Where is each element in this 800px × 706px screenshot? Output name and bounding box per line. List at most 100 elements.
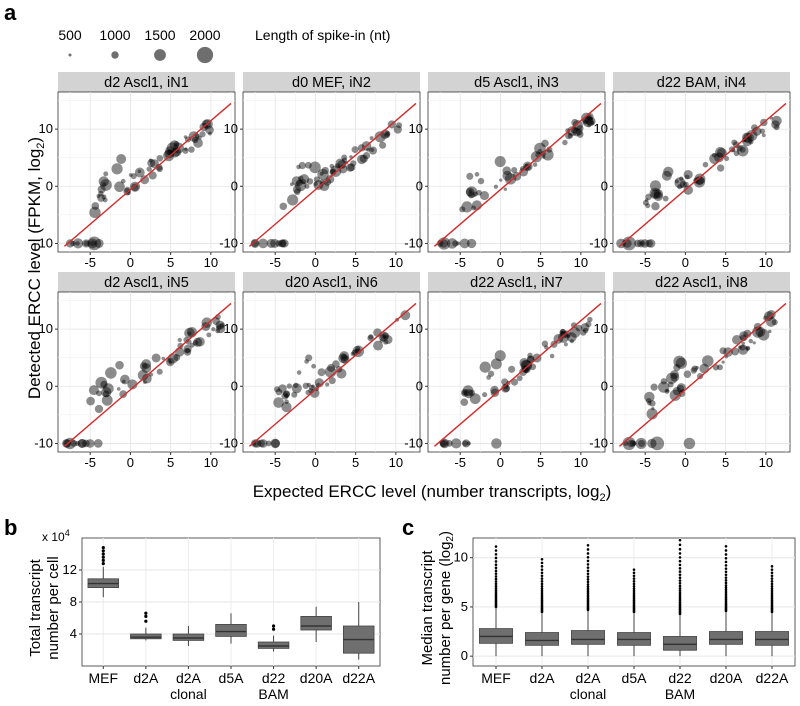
outlier-point	[494, 569, 498, 573]
scatter-point	[101, 386, 112, 398]
outlier-point	[724, 570, 728, 574]
scatter-point	[541, 139, 549, 148]
outlier-point	[770, 571, 774, 575]
category-label: d2A	[530, 670, 556, 686]
scatter-point	[265, 440, 272, 447]
scatter-point	[103, 383, 114, 394]
facet-title: d2 Ascl1, iN5	[104, 275, 189, 291]
category-label: d2A	[133, 670, 159, 686]
scatter-point	[313, 181, 318, 187]
panel-a-x-axis-label: Expected ERCC level (number transcripts,…	[253, 482, 612, 504]
outlier-point	[770, 582, 774, 586]
scatter-point	[384, 130, 391, 137]
scatter-point	[121, 379, 126, 384]
box	[257, 641, 290, 649]
scatter-point	[711, 152, 717, 158]
scatter-point	[379, 338, 384, 343]
outlier-point	[540, 587, 544, 590]
y-tick-label: 10	[224, 321, 238, 336]
y-tick-label: 0	[46, 378, 53, 393]
scatter-point	[357, 144, 366, 152]
outlier-point	[678, 552, 682, 555]
scatter-point	[647, 401, 652, 406]
scatter-point	[721, 360, 725, 364]
scatter-point	[709, 153, 720, 165]
facet-strip	[613, 72, 790, 92]
scatter-point	[516, 375, 523, 382]
scatter-point	[503, 187, 507, 191]
outlier-point	[101, 562, 105, 566]
facet-strip	[428, 272, 605, 292]
scatter-point	[186, 327, 198, 338]
scatter-point	[103, 171, 109, 177]
fit-line	[63, 302, 232, 447]
facet-title: d22 BAM, iN4	[657, 75, 746, 91]
scatter-point	[586, 116, 596, 126]
scatter-point	[86, 396, 95, 406]
scatter-point	[184, 327, 195, 339]
x-tick-label: 0	[497, 255, 504, 270]
scatter-point	[82, 239, 91, 248]
scatter-point	[637, 239, 646, 248]
scatter-point	[452, 240, 459, 247]
scatter-point	[569, 339, 575, 344]
y-tick-label: -10	[34, 235, 53, 250]
scatter-point	[98, 176, 109, 187]
outlier-point	[494, 556, 498, 560]
outlier-point	[586, 543, 590, 547]
scatter-point	[105, 367, 117, 379]
scatter-point	[271, 439, 281, 448]
scatter-point	[733, 150, 740, 157]
scatter-point	[675, 357, 688, 369]
scatter-point	[494, 156, 506, 168]
scatter-point	[658, 381, 670, 393]
scatter-point	[627, 439, 636, 448]
facet-title: d20 Ascl1, iN6	[285, 275, 378, 291]
scatter-point	[188, 146, 195, 153]
scatter-point	[522, 365, 531, 374]
outlier-point	[494, 553, 498, 556]
scatter-facet: d2 Ascl1, iN1 -10 0 10 -5 0 5 10	[34, 72, 236, 270]
legend-size-dot	[196, 46, 214, 64]
scatter-point	[332, 360, 340, 368]
y-tick-label: -10	[219, 435, 238, 450]
scatter-point	[281, 401, 292, 413]
scatter-point	[134, 167, 145, 178]
scatter-point	[766, 316, 777, 327]
outlier-point	[770, 565, 774, 568]
plot-area	[427, 291, 606, 453]
scatter-point	[298, 161, 306, 170]
scatter-point	[695, 365, 699, 370]
scatter-point	[693, 176, 706, 188]
scatter-point	[116, 387, 121, 391]
x-tick-label: -5	[639, 255, 651, 270]
scatter-point	[293, 382, 299, 389]
y-tick-label: 0	[601, 178, 608, 193]
scatter-point	[342, 157, 348, 163]
scatter-point	[647, 438, 657, 449]
x-tick-label: 5	[722, 455, 729, 470]
legend-size-label: 1500	[144, 27, 175, 43]
scatter-point	[673, 355, 686, 368]
outlier-point	[770, 585, 774, 588]
scatter-point	[537, 148, 543, 154]
scatter-point	[382, 335, 387, 339]
scatter-point	[338, 164, 348, 174]
y-tick-label: 10	[39, 121, 53, 136]
y-tick-label: -10	[34, 435, 53, 450]
scatter-point	[141, 363, 152, 373]
scatter-point	[582, 115, 594, 128]
scatter-point	[667, 381, 674, 388]
plot-area	[57, 291, 236, 453]
scatter-point	[741, 341, 745, 346]
scatter-point	[683, 437, 696, 450]
scatter-point	[368, 334, 374, 340]
scatter-point	[258, 238, 268, 249]
panel-label-a: a	[4, 0, 17, 25]
scatter-point	[396, 122, 403, 129]
scatter-point	[519, 358, 529, 368]
scatter-point	[684, 174, 690, 180]
scatter-point	[347, 163, 356, 172]
outlier-point	[678, 573, 682, 577]
y-tick-label: 10	[594, 321, 608, 336]
